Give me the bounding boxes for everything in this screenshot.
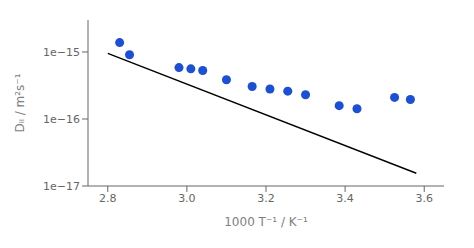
svg-text:1000 T⁻¹ / K⁻¹: 1000 T⁻¹ / K⁻¹ bbox=[224, 215, 308, 229]
svg-text:3.2: 3.2 bbox=[257, 192, 275, 205]
svg-text:3.6: 3.6 bbox=[415, 192, 433, 205]
svg-text:2.8: 2.8 bbox=[99, 192, 117, 205]
svg-text:3.0: 3.0 bbox=[178, 192, 196, 205]
svg-text:1e−15: 1e−15 bbox=[43, 46, 80, 59]
svg-text:1e−17: 1e−17 bbox=[43, 180, 80, 193]
svg-text:1e−16: 1e−16 bbox=[43, 113, 80, 126]
svg-text:3.4: 3.4 bbox=[336, 192, 354, 205]
svg-text:Dₗᵢ / m²s⁻¹: Dₗᵢ / m²s⁻¹ bbox=[13, 73, 27, 132]
